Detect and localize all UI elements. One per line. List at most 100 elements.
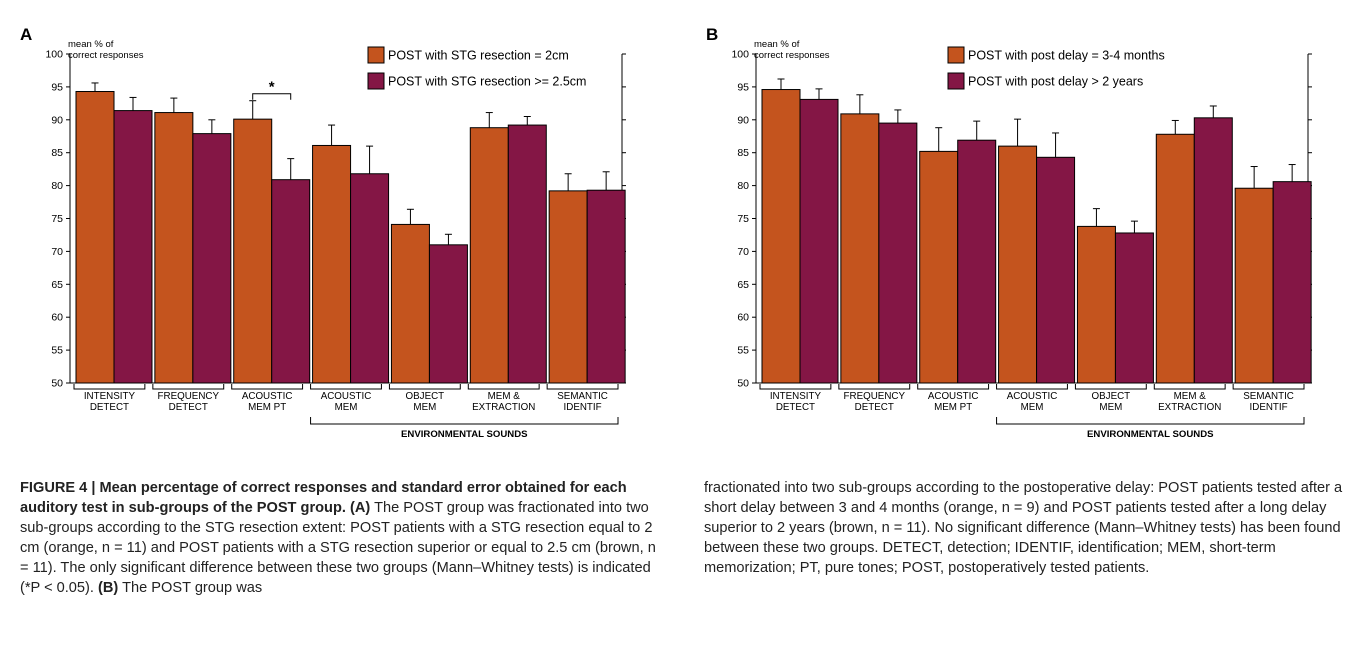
- bar-b-s1-c4: [1114, 232, 1154, 384]
- x-tick-label: DETECT: [90, 402, 129, 413]
- legend-swatch: [947, 46, 965, 64]
- x-tick-label: OBJECT: [1092, 391, 1131, 402]
- bar-a-s0-c4: [390, 223, 430, 384]
- group-bracket: [310, 417, 619, 425]
- y-tick-label: 55: [51, 345, 63, 357]
- y-tick-label: 95: [51, 81, 63, 93]
- caption-label-a: (A): [350, 500, 371, 516]
- legend-label: POST with STG resection >= 2.5cm: [388, 75, 586, 89]
- bar-a-s1-c6: [586, 189, 626, 384]
- y-tick-label: 75: [51, 213, 63, 225]
- x-tick-label: MEM: [335, 402, 358, 413]
- bar-b-s1-c1: [878, 122, 918, 384]
- bar-a-s0-c2: [233, 118, 273, 384]
- x-tick-label: MEM PT: [248, 402, 286, 413]
- y-tick-label: 85: [51, 147, 63, 159]
- y-axis-label: correct responses: [754, 50, 830, 61]
- x-tick-label: MEM: [1099, 402, 1122, 413]
- y-tick-label: 50: [51, 378, 63, 390]
- bar-b-s0-c5: [1155, 133, 1195, 384]
- bar-a-s1-c0: [113, 110, 153, 384]
- x-tick-label: INTENSITY: [84, 391, 136, 402]
- x-tick-label: MEM PT: [934, 402, 972, 413]
- bar-b-s0-c6: [1234, 187, 1274, 384]
- y-tick-label: 80: [737, 180, 749, 192]
- y-tick-label: 65: [51, 279, 63, 291]
- category-bracket: [1074, 384, 1147, 390]
- x-tick-label: MEM &: [1174, 391, 1207, 402]
- y-tick-label: 70: [737, 246, 749, 258]
- category-bracket: [996, 384, 1068, 390]
- bar-a-s0-c0: [75, 91, 115, 384]
- bar-a-s1-c1: [192, 133, 232, 384]
- y-tick-label: 75: [737, 213, 749, 225]
- caption-title: FIGURE 4 | Mean percentage of correct re…: [20, 480, 627, 516]
- group-label: ENVIRONMENTAL SOUNDS: [401, 429, 528, 440]
- significance-marker: *: [269, 79, 275, 96]
- y-tick-label: 80: [51, 180, 63, 192]
- significance-bracket: [252, 93, 292, 100]
- y-tick-label: 70: [51, 246, 63, 258]
- y-tick-label: 60: [737, 312, 749, 324]
- y-tick-label: 60: [51, 312, 63, 324]
- x-tick-label: DETECT: [776, 402, 815, 413]
- category-bracket: [1232, 384, 1305, 390]
- x-tick-label: EXTRACTION: [472, 402, 535, 413]
- x-tick-label: DETECT: [169, 402, 208, 413]
- bar-b-s1-c3: [1036, 156, 1076, 384]
- bar-b-s1-c2: [957, 139, 997, 384]
- bar-a-s1-c3: [350, 173, 390, 384]
- bar-b-s1-c0: [799, 98, 839, 384]
- caption-text-a: The POST group was fractionated into two…: [20, 500, 656, 596]
- bar-b-s0-c0: [761, 89, 801, 384]
- x-tick-label: ACOUSTIC: [928, 391, 979, 402]
- x-tick-label: SEMANTIC: [1243, 391, 1294, 402]
- x-tick-label: IDENTIF: [564, 402, 602, 413]
- y-tick-label: 90: [51, 114, 63, 126]
- y-axis-label: correct responses: [68, 50, 144, 61]
- x-tick-label: INTENSITY: [770, 391, 822, 402]
- bar-b-s1-c5: [1193, 117, 1233, 384]
- bar-b-s1-c6: [1272, 181, 1312, 384]
- x-tick-label: DETECT: [855, 402, 894, 413]
- x-tick-label: MEM: [413, 402, 436, 413]
- legend-swatch: [367, 72, 385, 90]
- y-tick-label: 90: [737, 114, 749, 126]
- panel-label: A: [20, 25, 32, 44]
- x-tick-label: FREQUENCY: [158, 391, 220, 402]
- y-tick-label: 85: [737, 147, 749, 159]
- y-tick-label: 100: [45, 49, 63, 61]
- bar-a-s1-c5: [507, 124, 547, 384]
- legend-swatch: [947, 72, 965, 90]
- caption-label-b: (B): [98, 580, 119, 596]
- x-tick-label: ACOUSTIC: [1007, 391, 1058, 402]
- x-tick-label: SEMANTIC: [557, 391, 608, 402]
- bar-a-s0-c1: [154, 112, 194, 384]
- y-axis-label: mean % of: [68, 39, 114, 50]
- category-bracket: [1153, 384, 1226, 390]
- caption-right: fractionated into two sub-groups accordi…: [704, 478, 1344, 578]
- y-tick-label: 65: [737, 279, 749, 291]
- x-tick-label: OBJECT: [406, 391, 445, 402]
- bar-b-s0-c3: [998, 145, 1038, 384]
- legend-label: POST with post delay > 2 years: [968, 75, 1143, 89]
- y-axis-label: mean % of: [754, 39, 800, 50]
- x-tick-label: MEM: [1021, 402, 1044, 413]
- category-bracket: [73, 384, 146, 390]
- bar-a-s0-c5: [469, 127, 509, 384]
- bar-a-s0-c3: [312, 144, 352, 384]
- category-bracket: [152, 384, 225, 390]
- y-tick-label: 100: [731, 49, 749, 61]
- x-tick-label: MEM &: [488, 391, 521, 402]
- y-tick-label: 55: [737, 345, 749, 357]
- category-bracket: [838, 384, 911, 390]
- category-bracket: [388, 384, 461, 390]
- category-bracket: [759, 384, 832, 390]
- x-tick-label: IDENTIF: [1250, 402, 1288, 413]
- caption-text-continued: fractionated into two sub-groups accordi…: [704, 480, 1343, 576]
- group-label: ENVIRONMENTAL SOUNDS: [1087, 429, 1214, 440]
